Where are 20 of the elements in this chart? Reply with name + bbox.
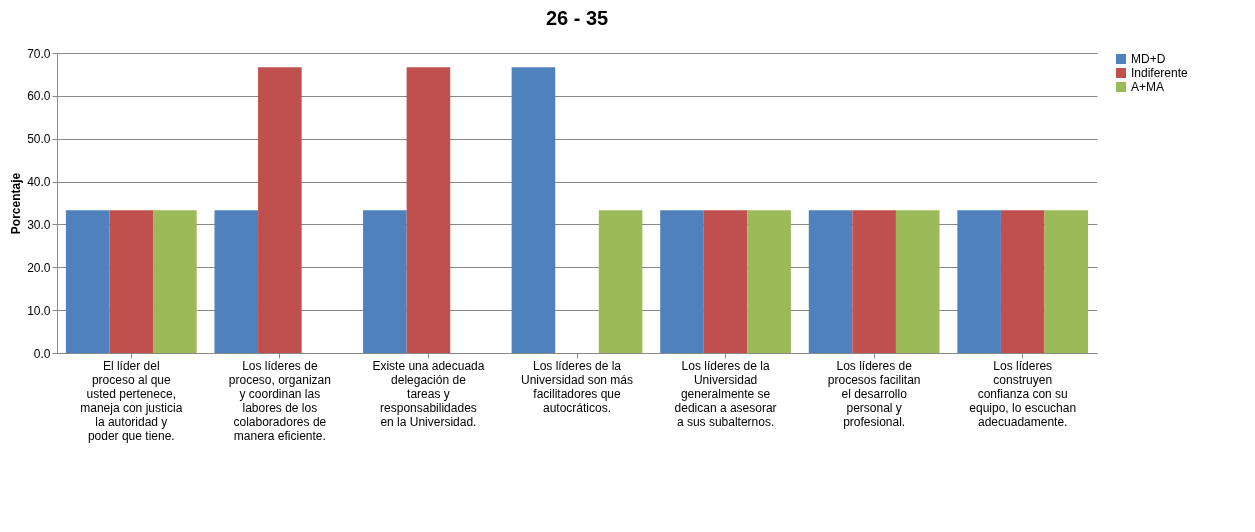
y-tick-label: 70.0 [27, 46, 51, 61]
y-tick-label: 60.0 [27, 89, 51, 104]
legend-label: Indiferente [1131, 66, 1189, 80]
x-tick-label: Los líderes de la Universidad son más facilitadores que autocráticos. [520, 358, 634, 415]
y-tick-label: 50.0 [27, 132, 51, 147]
x-tick-label: El líder del proceso al que usted pertenece, maneja con justicia la autoridad y poder que tiene. [80, 358, 183, 443]
y-tick-label: 30.0 [27, 217, 51, 232]
y-axis-title: Porcentaje [9, 172, 24, 235]
legend-label: MD+D [1131, 52, 1166, 66]
y-tick-label: 40.0 [27, 175, 51, 190]
y-tick-label: 20.0 [27, 260, 51, 275]
chart-title: 26 - 35 [545, 7, 609, 29]
y-tick-label: 0.0 [33, 346, 51, 361]
legend-label: A+MA [1131, 80, 1165, 94]
x-tick-label: Los líderes de la Universidad generalmente se dedican a asesorar a sus subalternos. [674, 358, 777, 429]
x-tick-label: Existe una adecuada delegación de tareas y responsabilidades en la Universidad. [372, 358, 485, 429]
x-tick-label: Los líderes construyen confianza con su equipo, lo escuchan adecuadamente. [969, 358, 1077, 429]
x-tick-label: Los líderes de procesos facilitan el desarrollo personal y profesional. [827, 358, 921, 429]
x-tick-label: Los líderes de proceso, organizan y coordinan las labores de los colaboradores de manera eficiente. [228, 358, 331, 443]
y-tick-label: 10.0 [27, 303, 51, 318]
